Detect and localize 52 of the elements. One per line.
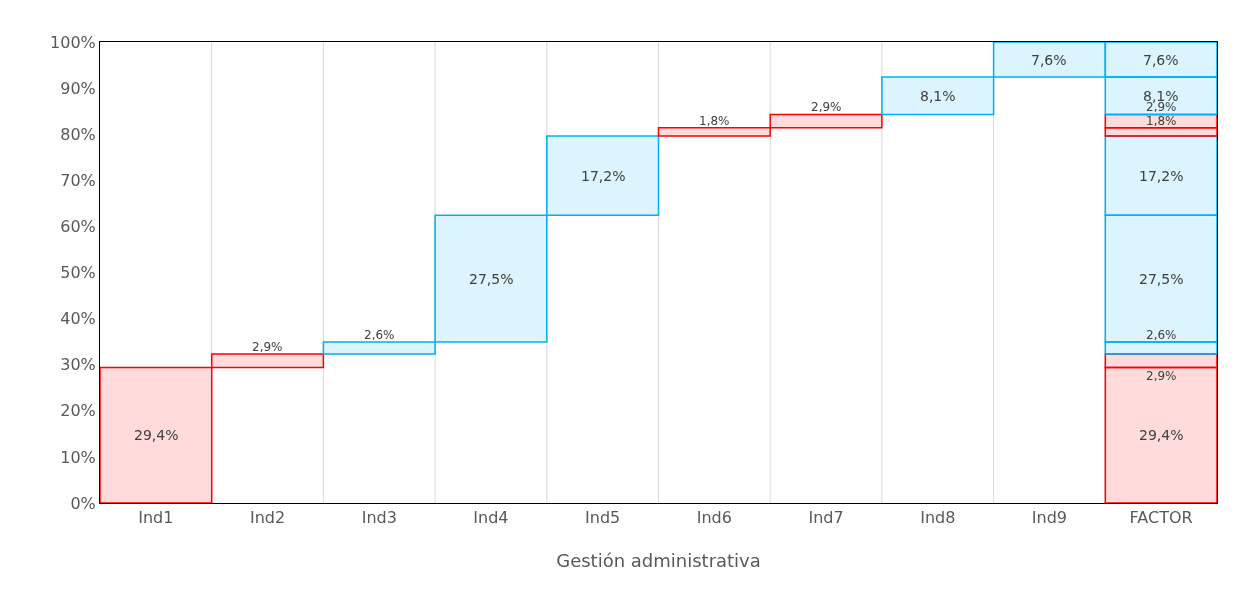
x-tick-label: Ind6 [696,508,732,528]
x-tick-label: Ind5 [585,508,621,528]
x-tick-label: FACTOR [1129,508,1193,528]
data-label: 7,6% [1031,52,1067,68]
y-tick-label: 0% [70,493,96,513]
y-tick-label: 70% [60,170,96,190]
y-tick-label: 20% [60,401,96,421]
data-label: 2,6% [1146,328,1177,342]
x-tick-label: Ind3 [361,508,397,528]
bar [657,127,771,137]
data-label: 17,2% [581,168,626,184]
x-axis-title: Gestión administrativa [556,550,761,571]
y-tick-label: 50% [60,263,96,283]
x-tick-label: Ind8 [920,508,956,528]
y-tick-label: 30% [60,355,96,375]
data-label: 1,8% [699,114,730,128]
bar [210,353,325,369]
bar [434,214,548,343]
x-tick-label: Ind9 [1031,508,1068,528]
bar [322,341,436,355]
data-label: 27,5% [1139,271,1184,287]
bar [1104,135,1217,217]
data-label: 29,4% [1139,427,1184,443]
data-label: 2,6% [364,328,395,342]
data-label: 2,9% [1146,369,1177,383]
x-tick-label: Ind1 [138,508,174,528]
data-label: 17,2% [1139,168,1184,184]
x-tick-label: Ind2 [249,508,286,528]
bar [546,135,660,217]
data-label: 2,9% [252,340,283,354]
bar [1104,214,1217,343]
y-tick-label: 60% [60,217,96,236]
bar [881,76,995,116]
data-label: 27,5% [469,271,514,287]
x-tick-label: Ind7 [808,508,844,528]
bar [1104,366,1217,503]
bar [100,366,213,503]
bar [1104,42,1217,78]
y-tick-label: 40% [60,309,96,329]
bar [769,113,883,129]
x-tick-label: Ind4 [473,508,509,528]
data-label: 7,6% [1143,52,1179,68]
data-label: 1,8% [1146,114,1177,128]
y-tick-label: 80% [60,124,96,144]
data-label: 2,9% [811,100,842,114]
bar [992,42,1107,78]
y-tick-label: 10% [60,447,96,467]
data-label: 29,4% [134,427,179,443]
data-label: 8,1% [920,88,956,104]
y-tick-label: 100% [50,32,96,52]
data-label: 8,1% [1143,88,1179,104]
y-tick-label: 90% [60,78,96,98]
